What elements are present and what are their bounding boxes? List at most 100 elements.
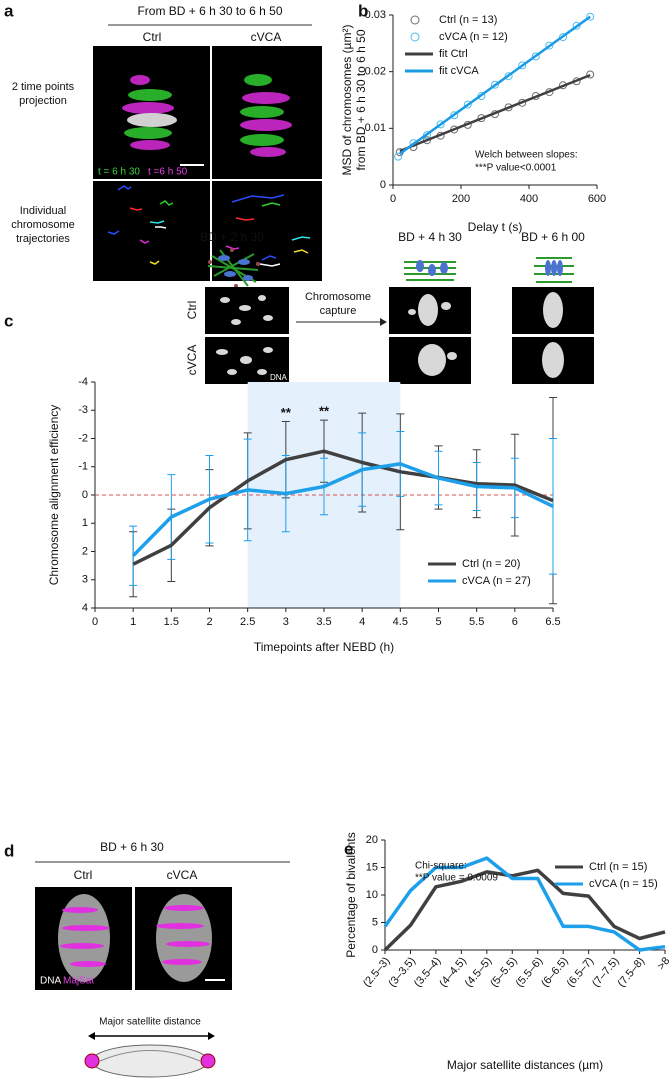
x-tick-label: (2.5–3) (361, 955, 393, 989)
row-label: 2 time points projection (11, 81, 75, 107)
x-tick-label: (7–7.5) (590, 955, 622, 989)
y-tick-label: -4 (78, 376, 88, 388)
annotation: ***P value<0.0001 (475, 163, 557, 174)
legend-label: cVCA (n = 27) (462, 575, 531, 587)
x-tick-label: >8 (655, 955, 672, 972)
annotation: **P value = 0.0009 (415, 873, 498, 884)
legend-marker (410, 15, 420, 25)
x-tick-label: 6 (512, 616, 518, 628)
legend-text: t = 6 h 30 (98, 167, 140, 178)
legend-marker (410, 32, 420, 42)
x-tick-label: (5–5.5) (488, 955, 520, 989)
y-tick-label: 20 (366, 834, 378, 846)
x-tick-label: 1 (130, 616, 136, 628)
x-tick-label: (5.5–6) (514, 955, 546, 989)
legend-label: fit Ctrl (439, 48, 468, 60)
series-line (131, 462, 554, 557)
x-tick-label: (4–4.5) (437, 955, 469, 989)
y-axis-label: Percentage of bivalents (344, 832, 358, 957)
annotation: Chi-square: (415, 861, 467, 872)
data-point (586, 12, 595, 21)
x-tick-label: 600 (588, 193, 606, 205)
diagram-label: Major satellite distance (99, 1017, 201, 1028)
y-tick-label: 4 (82, 602, 88, 614)
y-tick-label: 1 (82, 517, 88, 529)
y-tick-label: 5 (372, 916, 378, 928)
data-point (491, 80, 499, 89)
arrow-head (380, 318, 387, 326)
y-tick-label: 15 (366, 861, 378, 873)
x-tick-label: 5.5 (469, 616, 484, 628)
x-tick-label: (6–6.5) (539, 955, 571, 989)
x-tick-label: 4.5 (393, 616, 408, 628)
y-axis-label: Chromosome alignment efficiency (47, 405, 61, 586)
x-tick-label: (6.5–7) (565, 955, 597, 989)
x-tick-label: (3.5–4) (412, 955, 444, 989)
legend-label: Ctrl (n = 15) (589, 861, 647, 873)
x-tick-label: 0 (390, 193, 396, 205)
legend-text: t =6 h 50 (148, 167, 188, 178)
panel-label: a (4, 1, 14, 20)
legend-label: fit cVCA (439, 65, 479, 77)
data-point (463, 100, 472, 109)
y-tick-label: 0 (380, 179, 386, 191)
y-tick-label: -1 (78, 461, 88, 473)
spindle-cartoon (207, 248, 574, 288)
data-point (450, 111, 459, 120)
x-tick-label: (7.5–8) (615, 955, 647, 989)
y-tick-label: 0 (372, 944, 378, 956)
x-tick-label: 1.5 (164, 616, 179, 628)
micrograph-dna (205, 287, 594, 384)
panel-label: e (344, 839, 353, 858)
x-tick-label: 6.5 (545, 616, 560, 628)
timepoint-label: BD + 2 h 30 (200, 230, 264, 244)
legend-label: cVCA (n = 15) (589, 878, 658, 890)
timepoint-label: BD + 6 h 00 (521, 230, 585, 244)
row-label: Individual chromosome trajectories (11, 205, 75, 245)
timepoint-label: BD + 4 h 30 (398, 230, 462, 244)
significance-mark: ** (281, 405, 292, 420)
x-tick-label: (4.5–5) (463, 955, 495, 989)
y-tick-label: 0.01 (365, 122, 386, 134)
column-label: cVCA (251, 30, 282, 44)
column-label: Ctrl (143, 30, 162, 44)
y-tick-label: 10 (366, 889, 378, 901)
column-label: Ctrl (74, 868, 93, 882)
x-tick-label: 5 (435, 616, 441, 628)
y-axis-label: from BD + 6 h 30 to 6 h 50 (354, 29, 368, 170)
row-label: Ctrl (185, 301, 199, 320)
data-point (504, 72, 513, 81)
panel-header: BD + 6 h 30 (100, 840, 164, 854)
series-line (383, 856, 666, 952)
annotation: Welch between slopes: (475, 150, 578, 161)
x-tick-label: 200 (452, 193, 470, 205)
x-tick-label: 3 (283, 616, 289, 628)
x-tick-label: 4 (359, 616, 365, 628)
data-point (436, 120, 445, 129)
data-point (518, 61, 527, 70)
arrow-label: Chromosome capture (304, 291, 372, 317)
x-tick-label: 400 (520, 193, 538, 205)
significance-mark: ** (319, 404, 330, 419)
panel-header: From BD + 6 h 30 to 6 h 50 (137, 4, 282, 18)
column-label: cVCA (167, 868, 198, 882)
panel-label: c (4, 311, 13, 330)
x-tick-label: 2.5 (240, 616, 255, 628)
x-tick-label: 2 (206, 616, 212, 628)
error-bar (129, 525, 138, 586)
x-tick-label: 3.5 (316, 616, 331, 628)
data-point (531, 52, 540, 61)
panel-label: d (4, 841, 14, 860)
micrograph-trajectories (93, 181, 322, 281)
series-line (399, 73, 591, 153)
y-tick-label: 0.02 (365, 66, 386, 78)
series-line (399, 15, 591, 155)
y-tick-label: -2 (78, 432, 88, 444)
x-tick-label: 0 (92, 616, 98, 628)
micrograph-projection (93, 46, 322, 179)
legend-label: Ctrl (n = 20) (462, 558, 520, 570)
data-point (423, 131, 431, 140)
x-axis-label: Timepoints after NEBD (h) (254, 640, 394, 654)
series-line (132, 449, 554, 566)
